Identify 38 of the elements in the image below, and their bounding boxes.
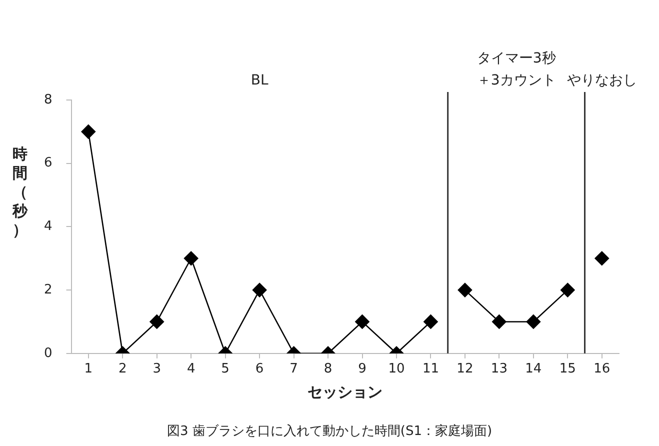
x-tick-label: 9 <box>358 362 366 377</box>
x-tick-label: 7 <box>290 362 298 377</box>
x-tick-label: 4 <box>186 362 196 377</box>
x-axis-title: セッション <box>308 382 383 401</box>
x-tick-label: 2 <box>118 362 127 377</box>
y-tick-label: 8 <box>44 92 52 108</box>
x-tick-label: 13 <box>490 362 508 377</box>
x-tick-label: 12 <box>456 362 474 377</box>
point <box>81 124 96 139</box>
x-tick-label: 5 <box>221 362 230 377</box>
text: BL <box>250 72 268 89</box>
text: やりなおし <box>566 72 637 89</box>
point <box>184 251 198 266</box>
point <box>560 282 575 298</box>
point <box>355 314 370 329</box>
point <box>150 314 164 329</box>
y-axis-title: 時間（秒） <box>11 145 29 240</box>
x-tick-label: 11 <box>422 362 439 377</box>
x-tick-label: 6 <box>255 362 264 377</box>
y-tick-label: 4 <box>44 219 52 234</box>
point <box>594 251 610 266</box>
y-tick-label: 0 <box>44 346 52 361</box>
x-tick-label: 3 <box>152 362 161 377</box>
point <box>458 282 472 298</box>
point <box>526 314 541 329</box>
x-tick-label: 14 <box>525 362 542 377</box>
x-tick-label: 16 <box>594 362 610 377</box>
caption: 図3 歯ブラシを口に入れて動かした時間(S1：家庭場面) <box>166 422 492 439</box>
x-tick-label: 1 <box>84 362 93 377</box>
point <box>492 314 506 329</box>
x-tick-label: 15 <box>559 362 576 377</box>
y-tick-label: 6 <box>44 156 52 171</box>
point <box>424 314 438 329</box>
x-tick-label: 10 <box>388 362 405 377</box>
point <box>252 282 267 298</box>
text: タイマー3秒＋3カウント <box>476 50 556 89</box>
x-tick-label: 8 <box>324 362 332 377</box>
y-tick-label: 2 <box>44 282 52 298</box>
